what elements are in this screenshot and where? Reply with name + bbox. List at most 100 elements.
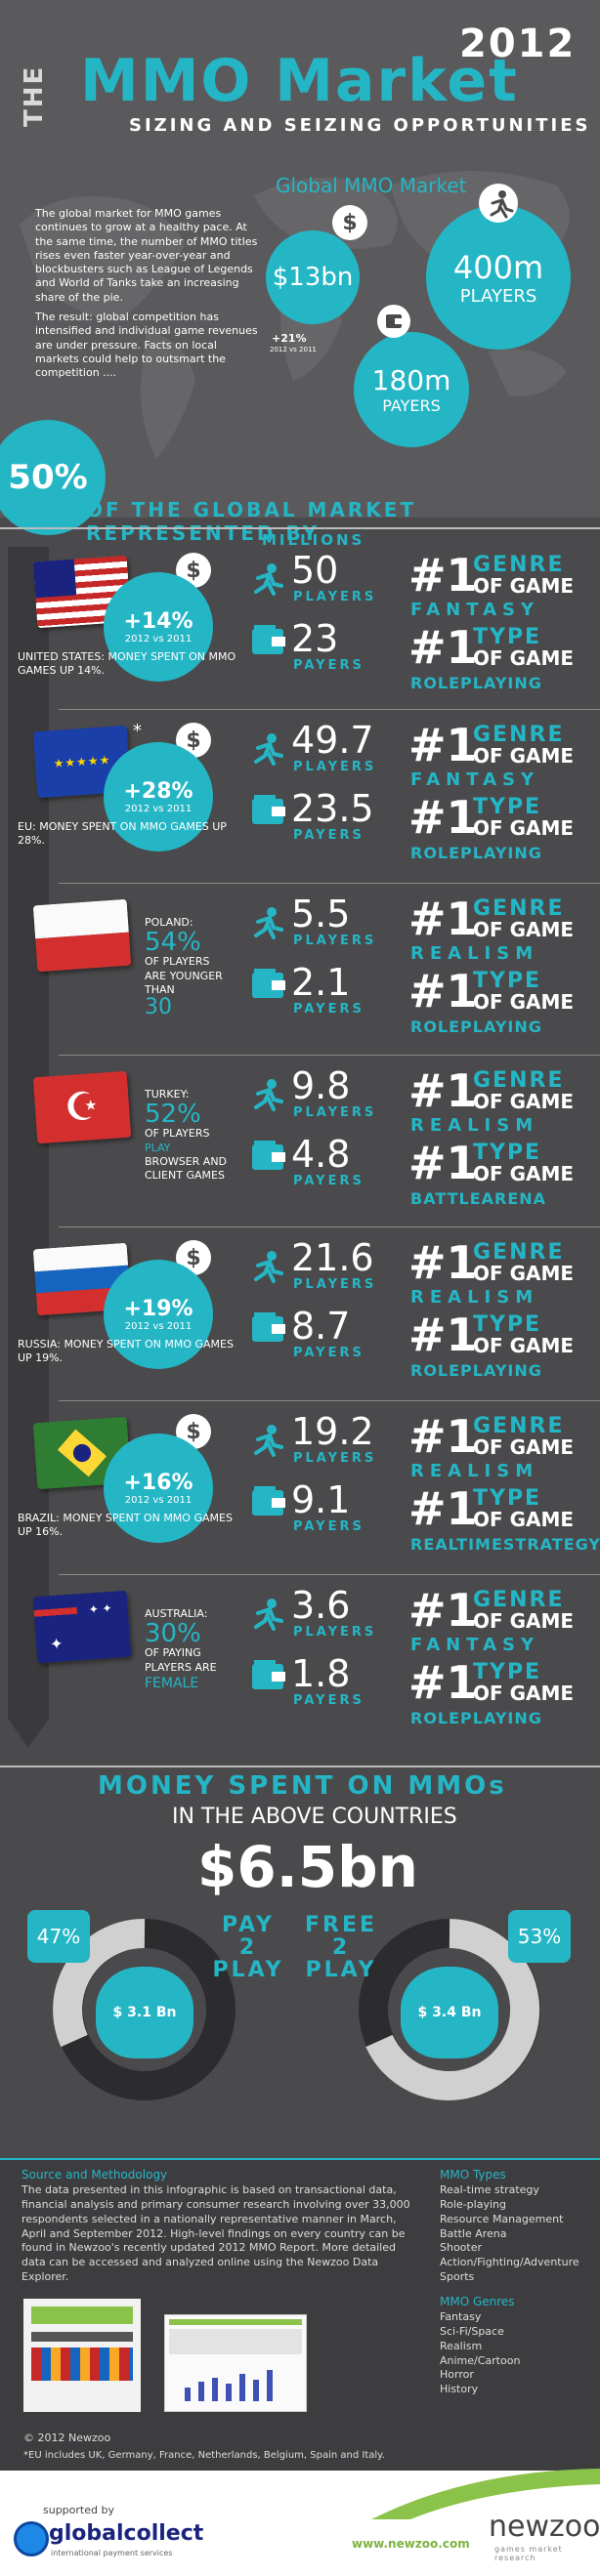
supported-by: supported by (43, 2504, 114, 2516)
global-payers-label: PAYERS (382, 396, 441, 415)
type-item: Real-time strategy (440, 2183, 539, 2196)
payers-unit: PAYERS (293, 1002, 364, 1017)
payers-value: 9.1 (291, 1478, 351, 1521)
payers-circle: 180m PAYERS (354, 332, 469, 447)
players-unit: PLAYERS (293, 760, 377, 774)
top-genre: FANTASY (410, 769, 540, 790)
type-rank: #1 (408, 1482, 478, 1535)
genre-of-game: OF GAME (473, 1609, 575, 1633)
genre-of-game: OF GAME (473, 1090, 575, 1113)
country-fact: AUSTRALIA: 30% OF PAYING PLAYERS ARE FEMALE (145, 1607, 252, 1692)
top-type: BATTLEARENA (410, 1189, 547, 1208)
players-value: 3.6 (291, 1584, 351, 1627)
top-type: ROLEPLAYING (410, 674, 542, 692)
share-label: OF THE GLOBAL MARKET REPRESENTED BY (86, 498, 417, 545)
sponsor-tagline: international payment services (51, 2549, 173, 2557)
p2p-label-2: 2 (238, 1935, 258, 1961)
f2p-pct-badge: 53% (508, 1910, 571, 1963)
type-of-game: OF GAME (473, 1508, 575, 1531)
type-of-game: OF GAME (473, 1682, 575, 1705)
payers-unit: PAYERS (293, 1519, 364, 1534)
growth-pct: +16% (123, 1471, 193, 1495)
row-divider (59, 883, 600, 884)
payers-icon (250, 969, 287, 1004)
type-word: TYPE (473, 625, 542, 649)
source-title: Source and Methodology (21, 2168, 168, 2181)
mmo-types-list: Real-time strategy Role-playing Resource… (440, 2183, 596, 2285)
players-value: 21.6 (291, 1236, 374, 1279)
mmo-types-title: MMO Types (440, 2168, 506, 2181)
top-type: ROLEPLAYING (410, 1018, 542, 1036)
country-fact-line: THAN (145, 982, 175, 996)
type-of-game: OF GAME (473, 990, 575, 1014)
global-growth: +21% (272, 332, 307, 345)
payers-icon (250, 625, 287, 660)
genre-word: GENRE (473, 1414, 565, 1438)
genre-rank: #1 (408, 1064, 478, 1117)
payers-icon (250, 795, 287, 830)
money-subtitle: IN THE ABOVE COUNTRIES (172, 1805, 457, 1829)
growth-note: 2012 vs 2011 (124, 1495, 193, 1506)
p2p-pct: 47% (36, 1925, 81, 1948)
genre-word: GENRE (473, 896, 565, 921)
genre-word: GENRE (473, 553, 565, 577)
growth-note: 2012 vs 2011 (124, 634, 193, 644)
p2p-donut (53, 1918, 236, 2100)
country-note: EU: MONEY SPENT ON MMO GAMES UP 28%. (18, 820, 227, 848)
newzoo-tagline: games market research (494, 2545, 563, 2562)
p2p-label-1: PAY (222, 1913, 275, 1937)
global-players: 400m (452, 248, 544, 286)
row-divider (59, 1226, 600, 1227)
header-the: THE (20, 64, 49, 127)
global-growth-note: 2012 vs 2011 (270, 346, 317, 353)
country-fact-line: PLAY (145, 1141, 171, 1154)
genre-item: Sci-Fi/Space (440, 2324, 504, 2338)
money-rule (0, 1766, 600, 1767)
share-circle: 50% (0, 420, 106, 535)
country-name: AUSTRALIA: (145, 1607, 208, 1620)
type-rank: #1 (408, 791, 478, 844)
f2p-bag-icon: $ 3.4 Bn (401, 1967, 498, 2058)
page-title: MMO Market (80, 47, 519, 115)
type-word: TYPE (473, 795, 542, 819)
payers-value: 4.8 (291, 1133, 351, 1176)
country-fact-line: ARE YOUNGER (145, 969, 223, 982)
sponsor-name[interactable]: globalcollect (49, 2521, 204, 2546)
source-text: The data presented in this infographic i… (21, 2183, 410, 2284)
players-value: 9.8 (291, 1064, 351, 1107)
players-value: 50 (291, 549, 339, 592)
growth-note: 2012 vs 2011 (124, 804, 193, 814)
type-word: TYPE (473, 1312, 542, 1337)
genre-item: Realism (440, 2339, 483, 2352)
payers-unit: PAYERS (293, 1174, 364, 1188)
p2p-value: $ 3.1 Bn (112, 2005, 177, 2020)
row-divider (59, 1574, 600, 1575)
global-players-label: PLAYERS (459, 285, 537, 307)
green-swoosh (371, 2469, 600, 2519)
country-fact-line: PLAYERS ARE (145, 1660, 217, 1674)
country-fact-big: 30% (145, 1619, 201, 1649)
genre-rank: #1 (408, 1584, 478, 1637)
players-value: 5.5 (291, 893, 351, 935)
f2p-label-2: 2 (331, 1935, 351, 1961)
p2p-label: PAY 2 PLAY (209, 1914, 287, 1981)
f2p-label-3: PLAY (305, 1958, 377, 1983)
country-name: POLAND: (145, 916, 193, 929)
top-genre: REALISM (410, 1287, 539, 1308)
country-note: BRAZIL: MONEY SPENT ON MMO GAMES UP 16%. (18, 1512, 233, 1539)
country-fact-big: 54% (145, 928, 201, 958)
players-icon (250, 562, 285, 600)
data-explorer-screenshot (164, 2314, 307, 2412)
genre-of-game: OF GAME (473, 918, 575, 941)
intro-paragraph-1: The global market for MMO games continue… (35, 207, 258, 304)
p2p-bag-icon: $ 3.1 Bn (96, 1967, 193, 2058)
growth-circle: +14% 2012 vs 2011 (104, 572, 213, 682)
global-payers: 180m (371, 364, 451, 396)
row-divider (59, 1400, 600, 1401)
genre-item: History (440, 2383, 479, 2396)
top-type: ROLEPLAYING (410, 1709, 542, 1727)
row-divider (59, 1055, 600, 1056)
newzoo-logo[interactable]: newzoo (489, 2510, 600, 2544)
payers-value: 2.1 (291, 961, 351, 1004)
newzoo-url[interactable]: www.newzoo.com (352, 2537, 470, 2551)
